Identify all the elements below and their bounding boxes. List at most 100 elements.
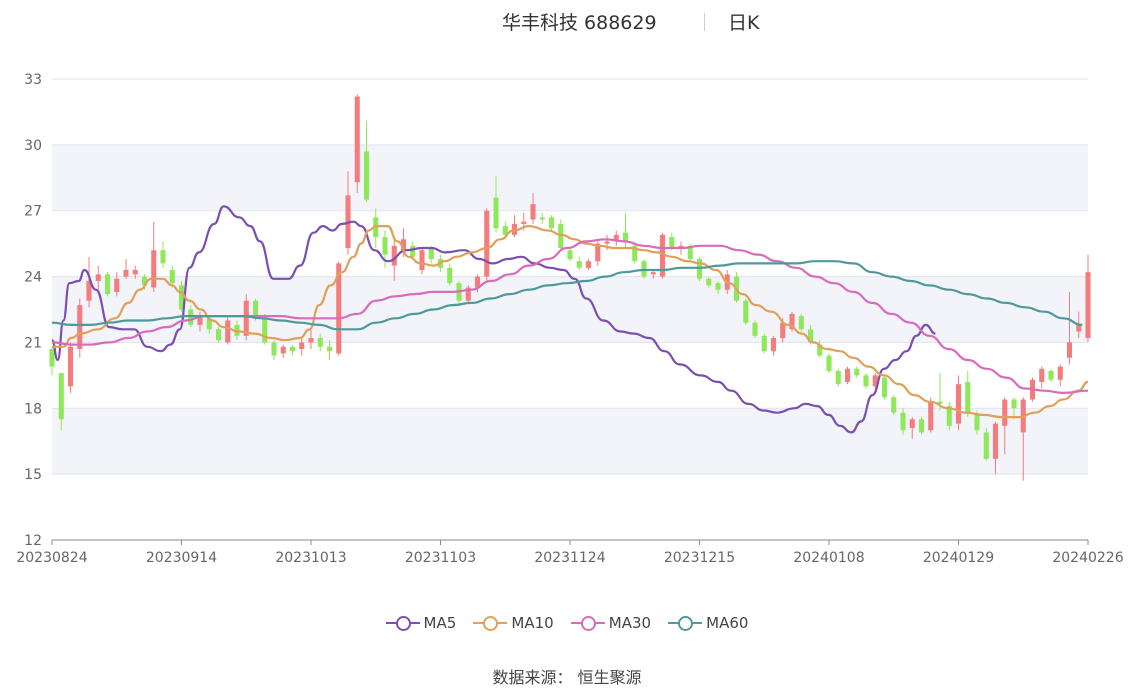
candle-body [243,300,249,336]
candle-body [132,269,138,275]
candle [752,320,758,339]
candle [1066,291,1073,365]
y-tick-label: 33 [24,72,42,88]
candle [641,259,647,279]
candle [706,276,712,288]
candle [326,340,333,360]
candle [992,421,999,475]
x-tick-label: 20231215 [664,550,735,566]
candle-body [669,237,675,249]
candle-body [937,401,943,404]
candle-body [872,375,878,387]
chart-title: 华丰科技 688629 日K [0,8,1134,38]
candle [955,375,962,431]
candle [169,265,175,288]
candle [382,230,388,268]
candle [493,175,499,233]
candle-body [955,384,962,424]
candle [151,221,157,292]
candle-body [761,335,767,352]
candle [336,261,342,356]
legend-ma60-swatch [668,616,703,631]
candle-body [807,329,814,343]
candle [900,408,906,435]
legend-ma10-label: MA10 [511,613,554,632]
candle-body [428,248,434,260]
candle-body [114,278,120,292]
candle [447,263,453,286]
chart-legend: MA5 MA10 MA30 MA60 [0,612,1134,638]
candle [1011,397,1017,420]
candle [58,373,64,431]
candle [770,335,777,356]
candle-body [835,370,841,385]
candle-body [336,263,342,354]
candle [946,401,952,431]
candle-body [225,320,231,343]
candle-body [1002,399,1008,426]
legend-ma10[interactable]: MA10 [473,613,554,632]
candle [539,212,545,224]
candle [271,340,277,360]
candle [1039,366,1045,389]
candle [881,375,888,400]
candle-body [271,342,277,356]
candle [715,280,721,295]
legend-ma5-swatch [385,616,420,631]
candle [114,272,120,297]
x-tick-label: 20231103 [405,550,476,566]
x-tick-label: 20240129 [923,550,994,566]
candle-body [1085,272,1091,339]
candle-body [974,414,980,431]
candle-body [484,210,490,277]
legend-ma60[interactable]: MA60 [668,614,748,632]
y-tick-label: 12 [24,533,42,549]
candle [123,259,129,279]
x-tick-label: 20231013 [275,550,346,566]
candle-body [891,397,897,413]
candle-body [49,349,55,367]
candle-body [400,239,407,251]
legend-ma10-swatch [473,616,508,631]
candle-body [687,245,693,260]
legend-ma5[interactable]: MA5 [385,614,456,632]
candle-body [567,250,573,260]
candle-body [391,245,397,266]
candle-body [909,419,915,429]
candle [77,298,83,358]
grid-band [52,144,1088,211]
candle-body [363,151,370,200]
candle [585,259,592,270]
candle [95,265,101,290]
candle [104,272,111,297]
candle-body [474,276,481,288]
candle-body [844,368,851,382]
candle [511,215,518,238]
candle [419,248,425,275]
candle [67,342,74,393]
candle-body [706,278,712,286]
candle [576,256,582,270]
candle-body [641,261,647,277]
candle-body [326,346,333,352]
candle-body [613,234,619,242]
candle-body [530,204,536,220]
x-tick-label: 20230914 [146,550,217,566]
candle [983,428,989,461]
candle-body [289,346,296,352]
y-tick-label: 15 [24,467,42,483]
candle [197,311,203,332]
candle [918,417,925,435]
x-tick-label: 20240108 [793,550,864,566]
x-tick-label: 20240226 [1052,550,1123,566]
candle-body [419,250,425,270]
grid-band [52,276,1088,343]
candle-body [585,261,592,268]
candle [86,256,92,308]
candle-body [141,276,148,286]
candle-body [160,250,166,264]
legend-ma30[interactable]: MA30 [570,614,651,632]
candle [798,313,804,332]
x-tick-label: 20230824 [16,550,87,566]
